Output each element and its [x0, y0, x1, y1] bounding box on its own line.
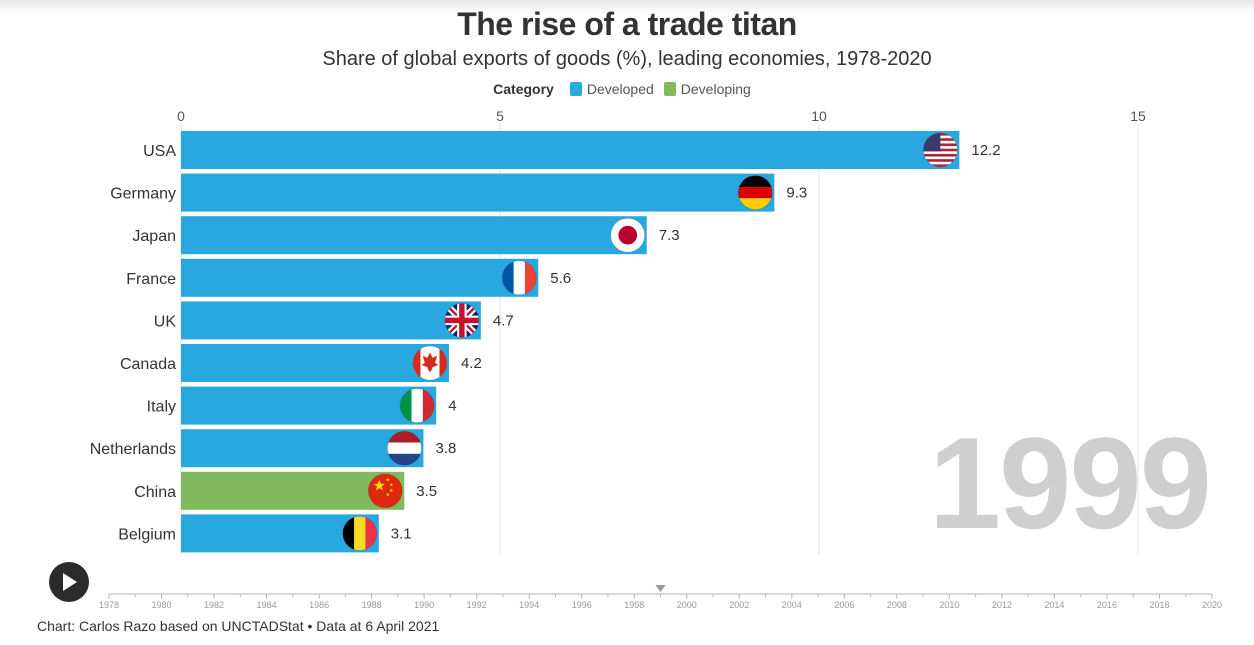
timeline-year-label: 2014 — [1044, 600, 1064, 610]
bar-group: Italy 4 — [147, 386, 457, 425]
italy-flag-icon — [400, 388, 435, 423]
bar[interactable] — [181, 471, 405, 510]
chart-subtitle: Share of global exports of goods (%), le… — [322, 48, 932, 70]
top-shade — [0, 0, 1254, 14]
category-label: China — [134, 484, 176, 501]
timeline-year-label: 2006 — [834, 600, 854, 610]
value-label: 12.2 — [971, 142, 1000, 159]
value-label: 4.7 — [493, 312, 514, 329]
value-label: 5.6 — [550, 270, 571, 287]
category-label: Belgium — [118, 526, 176, 543]
timeline-year-label: 1978 — [99, 600, 119, 610]
legend: Category Developed Developing — [0, 81, 1254, 97]
bar[interactable] — [181, 173, 775, 212]
bar-group: Belgium 3.1 — [118, 514, 412, 553]
value-label: 3.5 — [416, 483, 437, 500]
timeline-year-label: 2016 — [1097, 600, 1117, 610]
category-label: Germany — [110, 186, 176, 203]
bar[interactable] — [181, 386, 437, 425]
timeline-year-label: 1988 — [362, 600, 382, 610]
japan-flag-icon — [610, 218, 645, 253]
timeline-year-label: 1990 — [414, 600, 434, 610]
chart-footer: Chart: Carlos Razo based on UNCTADStat •… — [37, 618, 440, 634]
belgium-flag-icon — [342, 516, 377, 551]
bar-group: Netherlands 3.8 — [90, 429, 456, 468]
timeline-year-label: 2012 — [992, 600, 1012, 610]
bar[interactable] — [181, 216, 647, 255]
chart-title: The rise of a trade titan — [457, 6, 797, 42]
category-label: Italy — [147, 399, 176, 416]
timeline-year-label: 2010 — [939, 600, 959, 610]
timeline-year-label: 2008 — [887, 600, 907, 610]
bar-group: Canada 4.2 — [120, 344, 482, 382]
x-tick-label: 5 — [496, 108, 504, 124]
x-tick-label: 15 — [1130, 108, 1146, 124]
timeline-year-label: 1994 — [519, 600, 539, 610]
category-label: Netherlands — [90, 441, 176, 458]
timeline-year-label: 1980 — [152, 600, 172, 610]
legend-item-developing[interactable]: Developing — [663, 81, 751, 97]
value-label: 7.3 — [659, 227, 680, 244]
timeline-year-label: 1982 — [204, 600, 224, 610]
legend-swatch-developed — [569, 82, 582, 96]
year-timeline[interactable]: 1978 1980 1982 1984 1986 1988 1990 1992 1994 1996… — [0, 582, 1254, 614]
value-label: 3.8 — [435, 440, 456, 457]
timeline-marker-icon[interactable] — [655, 585, 666, 592]
timeline-year-label: 1984 — [257, 600, 277, 610]
value-label: 9.3 — [786, 185, 807, 202]
netherlands-flag-icon — [387, 431, 422, 466]
bar[interactable] — [181, 344, 449, 382]
timeline-year-label: 2004 — [782, 600, 802, 610]
bar[interactable] — [181, 131, 960, 169]
category-label: Canada — [120, 356, 176, 373]
legend-title: Category — [493, 81, 554, 97]
timeline-year-label: 2000 — [677, 600, 697, 610]
legend-swatch-developing — [663, 82, 676, 96]
france-flag-icon — [502, 260, 537, 295]
bar-chart: 0 5 10 15 USA 12.2 Germany 9.3 Japan 7.3 France 5.6… — [90, 108, 1146, 555]
timeline-year-label: 2020 — [1202, 600, 1222, 610]
x-tick-label: 10 — [811, 108, 827, 124]
legend-label-developed: Developed — [586, 81, 654, 97]
category-label: France — [126, 271, 176, 288]
timeline-year-label: 1996 — [572, 600, 592, 610]
x-tick-label: 0 — [177, 108, 185, 124]
current-year: 1999 — [928, 410, 1212, 556]
bar-group: USA 12.2 — [143, 131, 1001, 169]
legend-label-developing: Developing — [680, 81, 751, 97]
germany-flag-icon — [738, 175, 773, 210]
category-label: USA — [143, 143, 176, 160]
timeline-year-label: 1998 — [624, 600, 644, 610]
play-icon — [63, 573, 77, 591]
category-label: Japan — [132, 228, 176, 245]
value-label: 4.2 — [461, 355, 482, 372]
timeline-year-label: 1986 — [309, 600, 329, 610]
canada-flag-icon — [412, 346, 447, 380]
bar-group: UK 4.7 — [154, 301, 514, 340]
bar-group: Japan 7.3 — [132, 216, 680, 255]
bar[interactable] — [181, 258, 539, 297]
timeline-year-label: 1992 — [467, 600, 487, 610]
uk-flag-icon — [444, 303, 479, 338]
bar-group: China 3.5 — [134, 471, 437, 510]
timeline-year-label: 2018 — [1149, 600, 1169, 610]
timeline-year-label: 2002 — [729, 600, 749, 610]
value-label: 3.1 — [391, 525, 412, 542]
bar[interactable] — [181, 301, 481, 340]
play-button[interactable] — [49, 562, 89, 602]
bar[interactable] — [181, 429, 424, 468]
bar-group: Germany 9.3 — [110, 173, 807, 212]
value-label: 4 — [448, 398, 456, 415]
legend-item-developed[interactable]: Developed — [569, 81, 654, 97]
china-flag-icon — [368, 473, 403, 508]
category-label: UK — [154, 313, 177, 330]
bar-group: France 5.6 — [126, 258, 571, 297]
